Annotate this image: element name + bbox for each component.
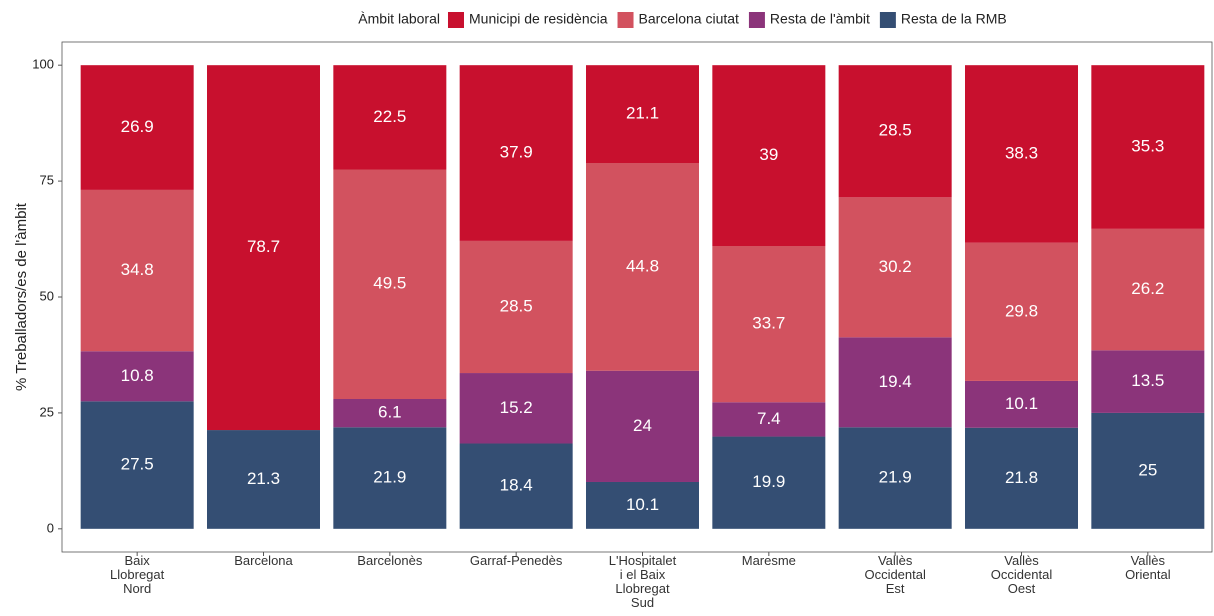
- value-label: 35.3: [1131, 136, 1164, 155]
- bar-segment: [712, 436, 826, 529]
- value-label: 7.4: [757, 409, 781, 428]
- value-label: 10.1: [1005, 394, 1038, 413]
- y-tick-label: 50: [40, 288, 54, 303]
- bar-segment: [80, 65, 194, 190]
- bar-segment: [80, 189, 194, 352]
- y-tick-label: 25: [40, 404, 54, 419]
- value-label: 19.4: [879, 372, 912, 391]
- bar-segment: [838, 427, 952, 529]
- value-label: 49.5: [373, 274, 406, 293]
- bar-segment: [586, 481, 699, 529]
- value-label: 19.9: [752, 472, 785, 491]
- y-tick-label: 75: [40, 173, 54, 188]
- value-label: 21.3: [247, 469, 280, 488]
- legend-swatch: [879, 12, 896, 28]
- bar-segment: [80, 401, 194, 529]
- legend-swatch: [447, 12, 464, 28]
- legend-title: Àmbit laboral: [358, 11, 440, 27]
- bar-segment: [712, 246, 826, 403]
- value-label: 33.7: [752, 314, 785, 333]
- value-label: 13.5: [1131, 371, 1164, 390]
- bar-segment: [586, 370, 699, 482]
- bar-segment: [838, 337, 952, 428]
- value-label: 39: [759, 145, 778, 164]
- value-label: 29.8: [1005, 301, 1038, 320]
- x-tick-label: Vallès Occidental Est: [864, 553, 926, 596]
- bar-segment: [965, 65, 1078, 243]
- value-label: 34.8: [121, 260, 154, 279]
- bar-segment: [333, 169, 447, 399]
- value-label: 26.2: [1131, 279, 1164, 298]
- bar-segment: [965, 427, 1078, 529]
- bar-segment: [80, 351, 194, 402]
- bar-segment: [965, 242, 1078, 381]
- x-tick-label: Maresme: [742, 553, 796, 568]
- x-tick-label: L'Hospitalet i el Baix Llobregat Sud: [609, 553, 677, 610]
- x-tick-label: Vallès Occidental Oest: [991, 553, 1053, 596]
- value-label: 21.9: [373, 468, 406, 487]
- x-tick-label: Baix Llobregat Nord: [110, 553, 165, 596]
- x-tick-label: Garraf-Penedès: [470, 553, 563, 568]
- value-label: 44.8: [626, 256, 659, 275]
- value-label: 21.8: [1005, 468, 1038, 487]
- bar-segment: [459, 65, 573, 241]
- legend-label: Resta de l'àmbit: [770, 11, 870, 27]
- x-tick-label: Barcelona: [234, 553, 293, 568]
- bar-segment: [333, 65, 447, 170]
- bar-segment: [459, 443, 573, 529]
- value-label: 10.8: [121, 366, 154, 385]
- y-tick-label: 100: [32, 57, 54, 72]
- value-label: 30.2: [879, 257, 912, 276]
- legend-label: Resta de la RMB: [901, 11, 1007, 27]
- value-label: 78.7: [247, 237, 280, 256]
- bar-segment: [1091, 228, 1205, 351]
- bar-segment: [712, 65, 826, 246]
- x-tick-label: Barcelonès: [357, 553, 423, 568]
- value-label: 28.5: [879, 121, 912, 140]
- bar-segment: [1091, 350, 1205, 413]
- legend-label: Barcelona ciutat: [639, 11, 740, 27]
- value-label: 21.1: [626, 104, 659, 123]
- value-label: 28.5: [500, 296, 533, 315]
- y-axis-label: % Treballadors/es de l'àmbit: [13, 202, 30, 391]
- value-label: 37.9: [500, 143, 533, 162]
- bar-segment: [838, 65, 952, 198]
- value-label: 22.5: [373, 107, 406, 126]
- bar-segment: [838, 197, 952, 338]
- value-label: 38.3: [1005, 143, 1038, 162]
- value-label: 21.9: [879, 468, 912, 487]
- bar-segment: [1091, 65, 1205, 229]
- bar-segment: [333, 427, 447, 529]
- x-tick-label: Vallès Oriental: [1125, 553, 1171, 582]
- bar-segment: [207, 65, 320, 431]
- value-label: 10.1: [626, 495, 659, 514]
- bar-segment: [207, 430, 320, 529]
- value-label: 27.5: [121, 455, 154, 474]
- bar-segment: [586, 163, 699, 371]
- bar-segment: [459, 373, 573, 444]
- bar-segment: [965, 380, 1078, 428]
- bar-segment: [459, 240, 573, 374]
- bar-segment: [586, 65, 699, 164]
- legend: Àmbit laboral Municipi de residència Barce…: [358, 11, 1007, 28]
- legend-swatch: [748, 12, 765, 28]
- bar-segment: [333, 399, 447, 428]
- legend-swatch: [617, 12, 634, 28]
- value-label: 24: [633, 416, 652, 435]
- value-label: 6.1: [378, 403, 402, 422]
- value-label: 15.2: [500, 398, 533, 417]
- value-label: 18.4: [500, 476, 533, 495]
- legend-label: Municipi de residència: [469, 11, 608, 27]
- y-tick-label: 0: [47, 520, 54, 535]
- value-label: 26.9: [121, 117, 154, 136]
- bar-segment: [712, 402, 826, 437]
- bar-segment: [1091, 412, 1205, 529]
- value-label: 25: [1138, 460, 1157, 479]
